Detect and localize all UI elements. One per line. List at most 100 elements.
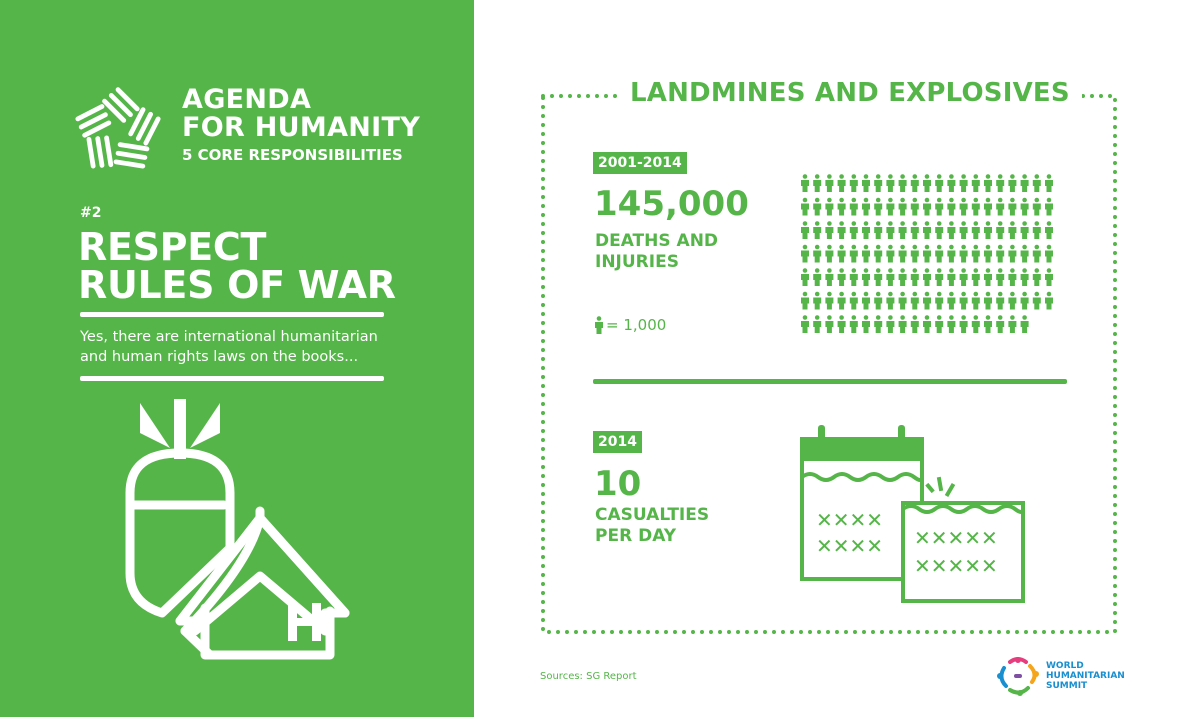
person-icon (1032, 291, 1041, 310)
person-icon (1045, 291, 1053, 310)
person-icon (1032, 197, 1041, 216)
person-icon (923, 315, 931, 333)
person-icon (898, 221, 907, 239)
person-icon (595, 316, 603, 334)
person-icon (910, 174, 919, 192)
calendar-marks-row2: ✕✕✕✕ (816, 534, 883, 558)
person-icon (1032, 268, 1041, 286)
person-icon (1032, 174, 1041, 192)
person-icon (971, 315, 980, 333)
person-icon (849, 174, 858, 192)
person-icon (959, 291, 968, 310)
person-icon (996, 315, 1005, 333)
person-icon (801, 315, 809, 333)
person-icon (947, 291, 956, 310)
person-icon (1020, 268, 1029, 286)
person-icon (923, 174, 931, 192)
person-icon (984, 268, 992, 286)
person-icon (910, 197, 919, 216)
person-icon (801, 268, 809, 286)
bomb-over-hospital-tent-icon (125, 399, 350, 660)
person-icon (825, 221, 834, 239)
divider-top (80, 312, 384, 317)
person-icon (959, 268, 968, 286)
person-icon (898, 315, 907, 333)
person-icon (837, 197, 846, 216)
person-icon (996, 221, 1005, 239)
person-icon (886, 174, 895, 192)
person-icon (984, 244, 992, 263)
person-icon (849, 268, 858, 286)
person-icon (898, 268, 907, 286)
person-icon (849, 244, 858, 263)
person-icon (935, 244, 944, 263)
person-icon (971, 244, 980, 263)
person-icon (862, 291, 870, 310)
deaths-injuries-value: 145,000 (594, 184, 749, 224)
person-icon (886, 197, 895, 216)
person-icon (837, 291, 846, 310)
person-icon (1020, 315, 1029, 333)
person-icon (849, 291, 858, 310)
person-icon (971, 268, 980, 286)
person-icon (801, 244, 809, 263)
person-icon (1045, 268, 1053, 286)
person-icon (959, 221, 968, 239)
person-icon (984, 197, 992, 216)
person-icon (813, 315, 822, 333)
person-icon (801, 174, 809, 192)
whs-line1: WORLD (1046, 661, 1084, 671)
person-icon (874, 268, 883, 286)
person-icon (1008, 221, 1017, 239)
person-icon (813, 174, 822, 192)
person-icon (849, 197, 858, 216)
person-icon (898, 291, 907, 310)
person-icon (801, 221, 809, 239)
person-icon (959, 174, 968, 192)
person-icon (923, 197, 931, 216)
person-icon (825, 197, 834, 216)
whs-text: WORLD HUMANITARIAN SUMMIT (1046, 661, 1125, 691)
person-icon (971, 291, 980, 310)
person-icon (984, 315, 992, 333)
person-icon (996, 244, 1005, 263)
person-icon (959, 197, 968, 216)
person-icon (813, 244, 822, 263)
person-icon (874, 197, 883, 216)
calendar-marks-row4: ✕✕✕✕✕ (914, 554, 998, 578)
person-icon (984, 221, 992, 239)
person-icon (862, 268, 870, 286)
person-icon (886, 268, 895, 286)
person-icon (874, 291, 883, 310)
person-icon (947, 221, 956, 239)
left-panel: AGENDA FOR HUMANITY 5 CORE RESPONSIBILIT… (0, 0, 474, 717)
person-icon (1032, 221, 1041, 239)
deaths-injuries-label: DEATHS AND INJURIES (595, 231, 719, 272)
person-icon (971, 221, 980, 239)
person-icon (984, 174, 992, 192)
person-icon (825, 244, 834, 263)
brand-title-line2: FOR HUMANITY (182, 112, 421, 143)
person-icon (935, 268, 944, 286)
responsibility-headline: RESPECT RULES OF WAR (78, 228, 396, 304)
person-icon (996, 197, 1005, 216)
person-icon (862, 197, 870, 216)
headline-line1: RESPECT (78, 225, 267, 269)
person-icon (813, 268, 822, 286)
person-icon (1020, 174, 1029, 192)
responsibility-number: #2 (80, 205, 102, 221)
person-icon (935, 197, 944, 216)
person-icon (935, 221, 944, 239)
person-icon (874, 221, 883, 239)
person-icon (801, 291, 809, 310)
person-icon (971, 197, 980, 216)
person-icon (1020, 221, 1029, 239)
person-icon (825, 268, 834, 286)
person-icon (862, 244, 870, 263)
person-icon (813, 221, 822, 239)
responsibility-description: Yes, there are international humanitaria… (80, 329, 378, 365)
person-icon (923, 221, 931, 239)
person-icon (886, 244, 895, 263)
year-badge: 2014 (593, 431, 642, 453)
person-icon (801, 197, 809, 216)
